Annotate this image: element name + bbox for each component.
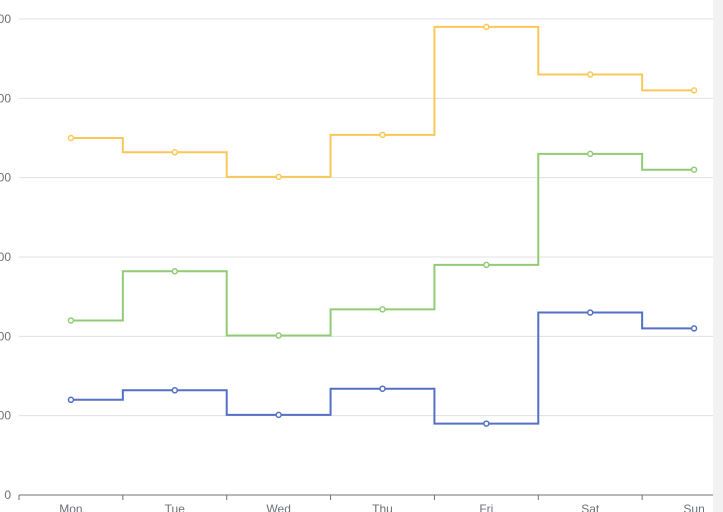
y-tick-label: 00 (0, 12, 11, 26)
x-tick-label: Mon (59, 502, 82, 512)
data-point[interactable] (276, 174, 281, 179)
data-point[interactable] (692, 167, 697, 172)
x-tick-label: Wed (266, 502, 290, 512)
y-tick-label: 00 (0, 329, 11, 343)
y-tick-label: 00 (0, 91, 11, 105)
data-point[interactable] (172, 150, 177, 155)
y-tick-label: 00 (0, 171, 11, 185)
y-tick-label: 0 (4, 488, 11, 502)
data-point[interactable] (484, 421, 489, 426)
data-point[interactable] (380, 307, 385, 312)
x-axis: Mon Tue Wed Thu Fri Sat Sun (19, 495, 723, 512)
series-2 (68, 151, 696, 338)
data-point[interactable] (692, 326, 697, 331)
series-3 (68, 24, 696, 179)
x-tick-label: Sat (581, 502, 600, 512)
data-point[interactable] (588, 310, 593, 315)
y-tick-label: 00 (0, 250, 11, 264)
data-point[interactable] (172, 388, 177, 393)
series-1 (68, 310, 696, 426)
scroll-edge-shade (713, 0, 723, 512)
data-point[interactable] (68, 136, 73, 141)
x-tick-label: Tue (165, 502, 186, 512)
data-point[interactable] (692, 88, 697, 93)
data-point[interactable] (484, 262, 489, 267)
y-tick-label: 00 (0, 409, 11, 423)
data-point[interactable] (588, 151, 593, 156)
data-point[interactable] (172, 269, 177, 274)
data-point[interactable] (68, 318, 73, 323)
data-point[interactable] (68, 397, 73, 402)
data-point[interactable] (276, 412, 281, 417)
x-tick-label: Fri (479, 502, 493, 512)
data-point[interactable] (380, 386, 385, 391)
grid-layer (19, 19, 723, 416)
data-point[interactable] (380, 132, 385, 137)
x-tick-label: Sun (683, 502, 704, 512)
x-tick-label: Thu (372, 502, 393, 512)
series-layer (68, 24, 696, 426)
series-line (71, 313, 694, 424)
data-point[interactable] (276, 333, 281, 338)
data-point[interactable] (588, 72, 593, 77)
data-point[interactable] (484, 24, 489, 29)
